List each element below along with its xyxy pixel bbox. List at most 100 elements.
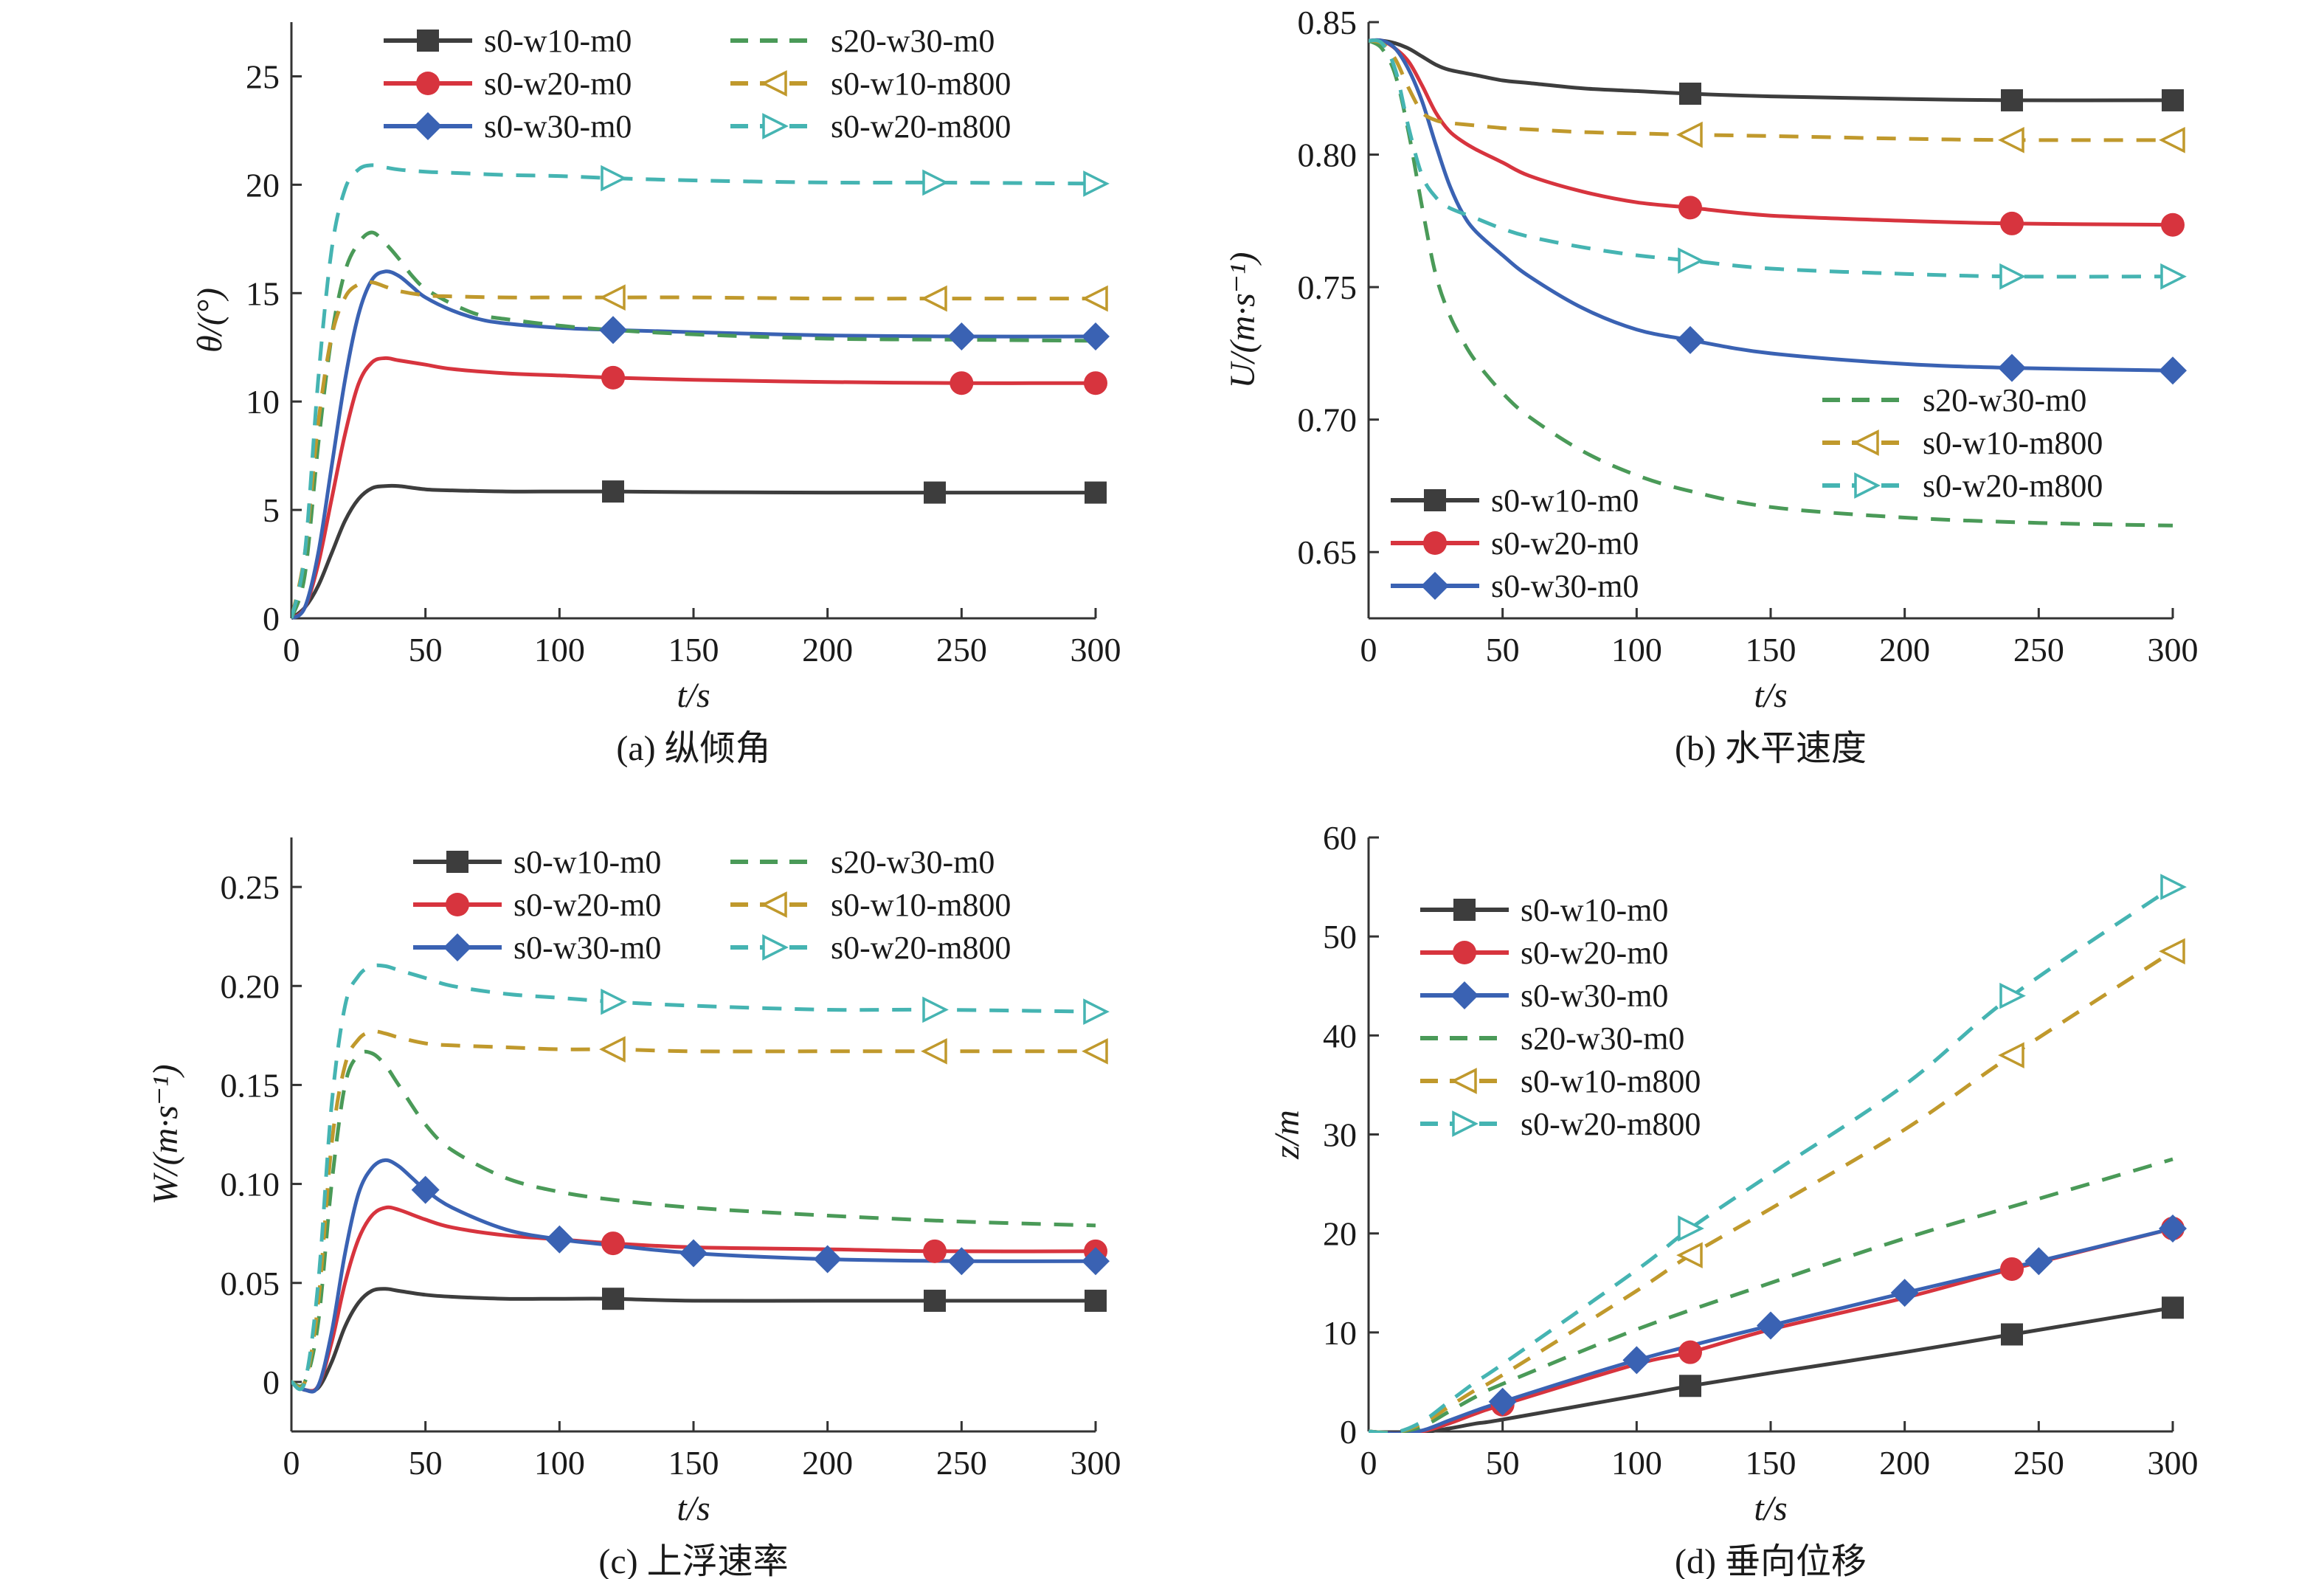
data-point-s0-w10-m0 — [602, 1288, 624, 1310]
series-line-s0-w20-m0 — [1369, 38, 2173, 227]
legend-label: s0-w10-m0 — [484, 23, 632, 59]
legend-marker — [761, 891, 787, 918]
data-point-s0-w20-m0 — [1678, 1340, 1702, 1364]
legend-label: s0-w10-m0 — [1521, 892, 1668, 928]
y-tick-label: 0.80 — [1298, 137, 1358, 174]
data-point-s0-w10-m0 — [1085, 481, 1107, 504]
data-point-s0-w10-m800 — [921, 285, 947, 312]
x-tick-label: 300 — [2148, 631, 2199, 668]
series-line-s0-w10-m800 — [291, 280, 1096, 619]
y-tick-label: 40 — [1323, 1017, 1357, 1054]
y-axis-label: U/(m·s⁻¹) — [1223, 252, 1262, 388]
x-tick-label: 50 — [409, 631, 443, 668]
y-tick-label: 0.85 — [1298, 4, 1358, 41]
data-point-s0-w20-m0 — [601, 1231, 625, 1256]
series-group — [291, 163, 1096, 620]
panel-caption: (c) 上浮速率 — [598, 1542, 788, 1579]
data-point-s0-w30-m0 — [1082, 1247, 1110, 1276]
series-group — [1369, 885, 2174, 1433]
data-point-s0-w20-m0 — [2000, 211, 2024, 235]
legend: s0-w10-m0 s20-w30-m0 s0-w20-m0 s0-w10-m800 s… — [413, 844, 1011, 966]
legend-label: s0-w10-m800 — [831, 887, 1011, 923]
panel-caption: (a) 纵倾角 — [616, 729, 770, 768]
data-point-s0-w10-m0 — [924, 1289, 946, 1312]
panel-caption: (b) 水平速度 — [1675, 729, 1867, 768]
data-point-s0-w10-m800 — [1082, 285, 1108, 312]
data-point-s0-w10-m0 — [1679, 82, 1701, 105]
data-point-s0-w10-m0 — [2001, 89, 2023, 111]
x-axis-label: t/s — [677, 676, 710, 715]
data-point-s0-w10-m800 — [599, 284, 626, 311]
series-line-s0-w30-m0 — [1369, 38, 2173, 373]
data-point-s0-w10-m0 — [1085, 1289, 1107, 1312]
legend-marker — [446, 851, 468, 873]
series-group — [291, 963, 1096, 1394]
legend-entry-s0-w10-m800: s0-w10-m800 — [730, 66, 1011, 102]
legend-marker — [1453, 941, 1476, 964]
legend-label: s0-w10-m800 — [1923, 425, 2103, 461]
legend-entry-s0-w10-m800: s0-w10-m800 — [1822, 425, 2103, 461]
series-line-s0-w20-m800 — [291, 963, 1096, 1392]
legend-marker — [1853, 429, 1879, 456]
y-tick-label: 20 — [246, 166, 280, 204]
legend-entry-s0-w10-m800: s0-w10-m800 — [730, 887, 1011, 923]
legend-entry-s0-w30-m0: s0-w30-m0 — [1391, 568, 1639, 604]
x-axis-label: t/s — [1754, 1489, 1787, 1528]
data-point-s0-w30-m0 — [1676, 325, 1704, 354]
series-line-s0-w20-m800 — [1369, 885, 2174, 1433]
legend-entry-s0-w10-m0: s0-w10-m0 — [1391, 483, 1639, 519]
legend-label: s0-w20-m0 — [1521, 935, 1668, 971]
legend-label: s0-w30-m0 — [1491, 568, 1639, 604]
legend-label: s20-w30-m0 — [831, 844, 995, 880]
data-point-s0-w30-m0 — [813, 1245, 842, 1274]
x-tick-label: 250 — [2013, 631, 2064, 668]
legend-entry-s0-w20-m800: s0-w20-m800 — [730, 930, 1011, 966]
x-tick-label: 0 — [1360, 631, 1377, 668]
data-point-s0-w30-m0 — [1998, 353, 2026, 382]
legend-label: s0-w20-m800 — [1923, 468, 2103, 504]
data-point-s0-w20-m0 — [601, 365, 625, 390]
y-tick-label: 60 — [1323, 819, 1357, 857]
x-tick-label: 150 — [1746, 631, 1796, 668]
x-tick-label: 300 — [1071, 1444, 1121, 1482]
legend-entry-s0-w20-m0: s0-w20-m0 — [384, 66, 632, 102]
legend-label: s0-w30-m0 — [484, 108, 632, 145]
data-point-s0-w20-m800 — [2160, 874, 2187, 900]
data-point-s0-w30-m0 — [411, 1175, 440, 1204]
y-tick-label: 0.15 — [221, 1066, 280, 1104]
data-point-s0-w20-m0 — [2161, 213, 2185, 237]
series-line-s0-w20-m800 — [1369, 38, 2173, 279]
data-point-s0-w10-m0 — [2162, 89, 2184, 111]
legend-entry-s20-w30-m0: s20-w30-m0 — [1822, 382, 2086, 418]
data-point-s0-w10-m800 — [1676, 121, 1703, 148]
x-tick-label: 100 — [1611, 1444, 1662, 1482]
legend-marker — [1854, 472, 1881, 499]
x-tick-label: 200 — [1879, 1444, 1930, 1482]
data-point-s0-w20-m800 — [601, 165, 627, 192]
x-tick-label: 50 — [1486, 1444, 1520, 1482]
legend-entry-s20-w30-m0: s20-w30-m0 — [1420, 1020, 1684, 1057]
legend-label: s0-w20-m800 — [831, 108, 1011, 145]
x-axis-label: t/s — [1754, 676, 1787, 715]
data-point-s0-w10-m800 — [1676, 1242, 1703, 1269]
legend-marker — [761, 70, 787, 97]
series-line-s0-w10-m0 — [291, 483, 1096, 620]
legend-marker — [414, 112, 442, 140]
x-tick-label: 200 — [802, 631, 853, 668]
series-line-s0-w30-m0 — [291, 1158, 1096, 1394]
series-line-s0-w10-m800 — [1369, 950, 2174, 1433]
legend-marker — [1450, 981, 1479, 1009]
data-point-s0-w30-m0 — [1890, 1279, 1919, 1307]
y-tick-label: 50 — [1323, 918, 1357, 956]
y-axis-label: θ/(°) — [190, 288, 229, 353]
legend-marker — [416, 72, 440, 95]
data-point-s0-w30-m0 — [1488, 1387, 1517, 1416]
x-tick-label: 200 — [1879, 631, 1930, 668]
y-tick-label: 0.20 — [221, 967, 280, 1005]
series-line-s0-w30-m0 — [291, 269, 1096, 620]
data-point-s0-w20-m800 — [1999, 263, 2026, 290]
series-line-s0-w20-m800 — [291, 163, 1096, 619]
y-tick-label: 0.05 — [221, 1265, 280, 1302]
y-tick-label: 30 — [1323, 1116, 1357, 1154]
series-line-s0-w10-m800 — [291, 1029, 1096, 1390]
